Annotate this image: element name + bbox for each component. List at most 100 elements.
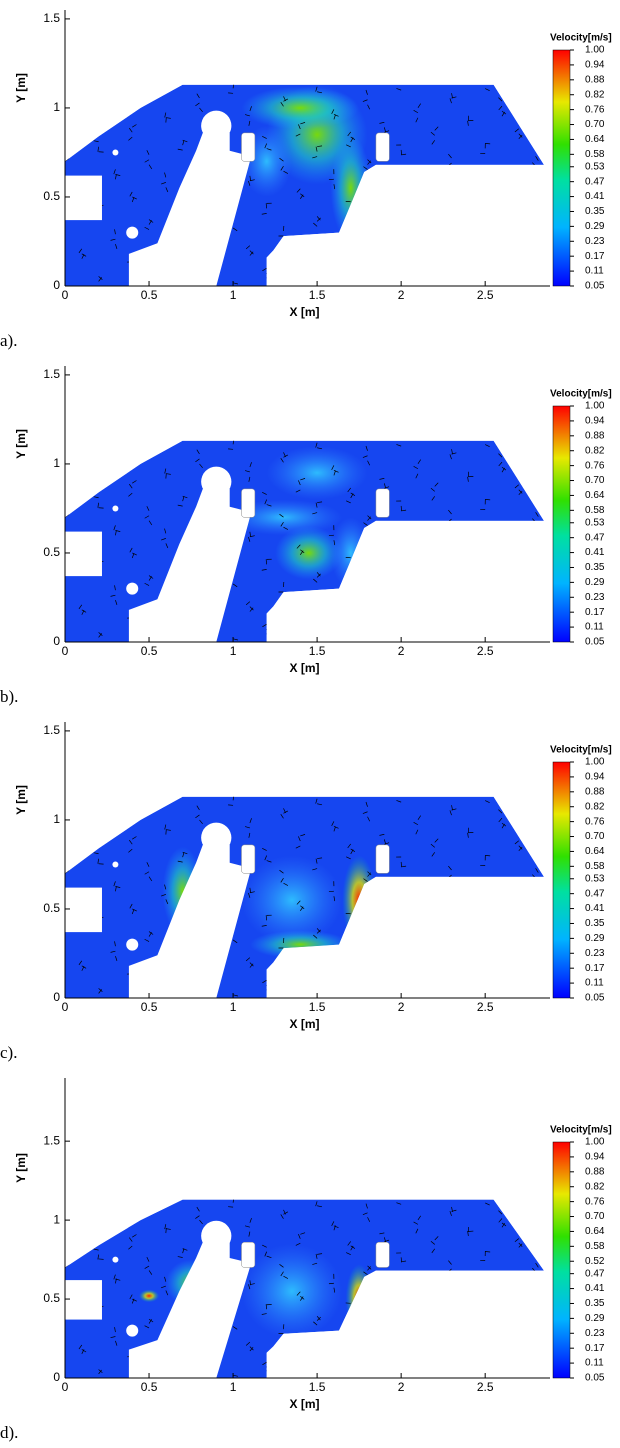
vector bbox=[513, 1298, 519, 1301]
vector bbox=[501, 947, 504, 953]
vector bbox=[165, 899, 169, 905]
colorbar-tick-label: 0.53 bbox=[585, 873, 605, 884]
vector bbox=[333, 240, 339, 245]
vector bbox=[283, 98, 289, 102]
vector bbox=[333, 1337, 339, 1342]
vector bbox=[98, 988, 103, 992]
vector bbox=[196, 1206, 200, 1212]
vector bbox=[148, 220, 152, 225]
vector bbox=[451, 1273, 456, 1277]
vector bbox=[531, 1317, 536, 1321]
vector bbox=[379, 834, 385, 836]
vector bbox=[78, 604, 83, 610]
vector bbox=[417, 247, 421, 252]
vector bbox=[316, 1316, 321, 1321]
vector bbox=[396, 1318, 402, 1323]
vector bbox=[312, 512, 318, 515]
vector bbox=[164, 1276, 167, 1282]
colorbar-tick-label: 0.41 bbox=[585, 547, 605, 558]
vector bbox=[312, 279, 318, 282]
vector bbox=[463, 253, 469, 256]
vector bbox=[97, 1254, 99, 1260]
vector bbox=[448, 865, 452, 871]
vector bbox=[451, 1321, 457, 1325]
vector bbox=[249, 963, 254, 968]
x-tick-label: 1.5 bbox=[309, 1000, 326, 1014]
colorbar-tick-label: 0.82 bbox=[585, 801, 605, 812]
vector bbox=[434, 625, 437, 631]
vector bbox=[484, 215, 490, 219]
y-tick-label: 1.5 bbox=[43, 723, 60, 737]
vector bbox=[431, 852, 436, 857]
vector bbox=[498, 1218, 503, 1223]
vector bbox=[362, 99, 368, 102]
table bbox=[65, 175, 102, 221]
y-tick-label: 1 bbox=[53, 812, 60, 826]
vector bbox=[65, 808, 66, 810]
x-tick-label: 1 bbox=[230, 1000, 237, 1014]
colorbar-tick-label: 0.76 bbox=[585, 816, 605, 827]
colorbar-tick-label: 0.64 bbox=[585, 1226, 605, 1237]
vector bbox=[430, 487, 435, 492]
field-blob bbox=[138, 1289, 160, 1303]
vector bbox=[316, 929, 321, 934]
vector bbox=[451, 449, 453, 455]
vector bbox=[517, 559, 520, 565]
headrest bbox=[241, 844, 256, 874]
vector bbox=[115, 1278, 117, 1284]
vector bbox=[434, 981, 437, 987]
y-tick-label: 0.5 bbox=[43, 189, 60, 203]
vector bbox=[451, 1321, 454, 1327]
vector bbox=[232, 939, 238, 944]
vector bbox=[400, 991, 406, 995]
vector bbox=[115, 174, 117, 180]
vector bbox=[164, 112, 167, 118]
vector bbox=[182, 1248, 185, 1254]
vector bbox=[501, 594, 507, 598]
vector bbox=[266, 504, 272, 507]
colorbar-scale bbox=[552, 405, 571, 643]
vector bbox=[501, 1335, 507, 1339]
field-blob bbox=[330, 134, 371, 242]
vector bbox=[199, 463, 203, 469]
vector bbox=[434, 555, 440, 558]
y-axis-label: Y [m] bbox=[14, 785, 28, 815]
vector bbox=[463, 897, 469, 901]
vector bbox=[533, 1324, 536, 1330]
vector bbox=[384, 130, 390, 133]
vector bbox=[446, 1329, 452, 1332]
colorbar-tick-label: 0.41 bbox=[585, 191, 605, 202]
headrest bbox=[375, 1241, 390, 1268]
vector bbox=[315, 502, 318, 508]
field-blob bbox=[241, 855, 343, 945]
vector bbox=[295, 613, 301, 615]
vector bbox=[81, 610, 85, 615]
vector bbox=[249, 1283, 255, 1286]
colorbar-tick-label: 0.52 bbox=[585, 1256, 605, 1267]
vector bbox=[501, 238, 507, 242]
vector bbox=[196, 93, 200, 99]
colorbar-tick-label: 0.35 bbox=[585, 206, 605, 217]
vector bbox=[501, 166, 504, 172]
vector bbox=[496, 1279, 503, 1281]
vector bbox=[98, 989, 102, 994]
vector bbox=[501, 950, 507, 954]
x-tick-label: 1 bbox=[230, 1380, 237, 1394]
vector bbox=[331, 109, 335, 114]
vector bbox=[518, 490, 523, 495]
vector bbox=[81, 821, 83, 827]
vector bbox=[317, 145, 323, 147]
x-tick-label: 0.5 bbox=[141, 1380, 158, 1394]
vector bbox=[401, 509, 407, 512]
vector bbox=[164, 1224, 167, 1230]
vector bbox=[129, 547, 133, 553]
vector bbox=[513, 629, 519, 632]
colorbar-tick-label: 0.47 bbox=[585, 176, 605, 187]
vector bbox=[315, 86, 318, 92]
vector bbox=[161, 1285, 166, 1289]
vector bbox=[382, 251, 385, 257]
vector bbox=[498, 461, 503, 467]
vector bbox=[384, 1286, 389, 1291]
vector bbox=[165, 473, 171, 475]
